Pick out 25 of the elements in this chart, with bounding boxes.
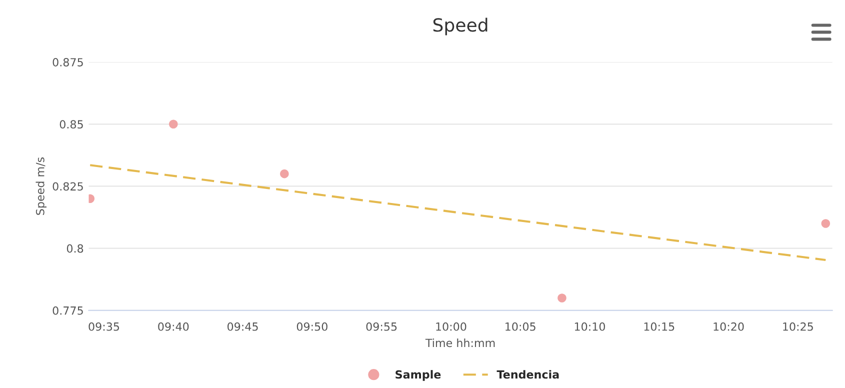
x-tick-label: 09:35 — [88, 322, 120, 331]
y-tick-label: 0.875 — [52, 58, 83, 66]
x-tick-label: 10:25 — [783, 322, 813, 331]
y-axis-title: Speed m/s — [36, 157, 46, 215]
legend-label: Tendencia — [496, 370, 559, 379]
y-tick-label: 0.775 — [52, 306, 83, 315]
point — [280, 169, 289, 178]
y-tick-label: 0.8 — [66, 244, 84, 253]
chart-title: Speed — [433, 18, 488, 36]
x-tick-label: 10:00 — [436, 322, 466, 331]
x-tick-label: 09:55 — [366, 322, 397, 331]
point — [558, 294, 566, 302]
x-tick-label: 10:20 — [714, 322, 744, 331]
x-tick-label: 09:40 — [158, 322, 189, 331]
x-tick-label: 10:05 — [506, 322, 536, 331]
x-tick-label: 10:10 — [574, 322, 606, 331]
x-axis-title: Time hh:mm — [425, 338, 495, 348]
point — [821, 219, 830, 228]
y-tick-label: 0.825 — [52, 182, 83, 191]
point — [168, 120, 178, 129]
x-tick-label: 09:45 — [227, 322, 258, 331]
x-tick-label: 10:15 — [644, 322, 674, 331]
x-tick-label: 09:50 — [296, 322, 328, 331]
y-tick-label: 0.85 — [60, 120, 83, 129]
legend-label: Sample — [396, 370, 441, 381]
